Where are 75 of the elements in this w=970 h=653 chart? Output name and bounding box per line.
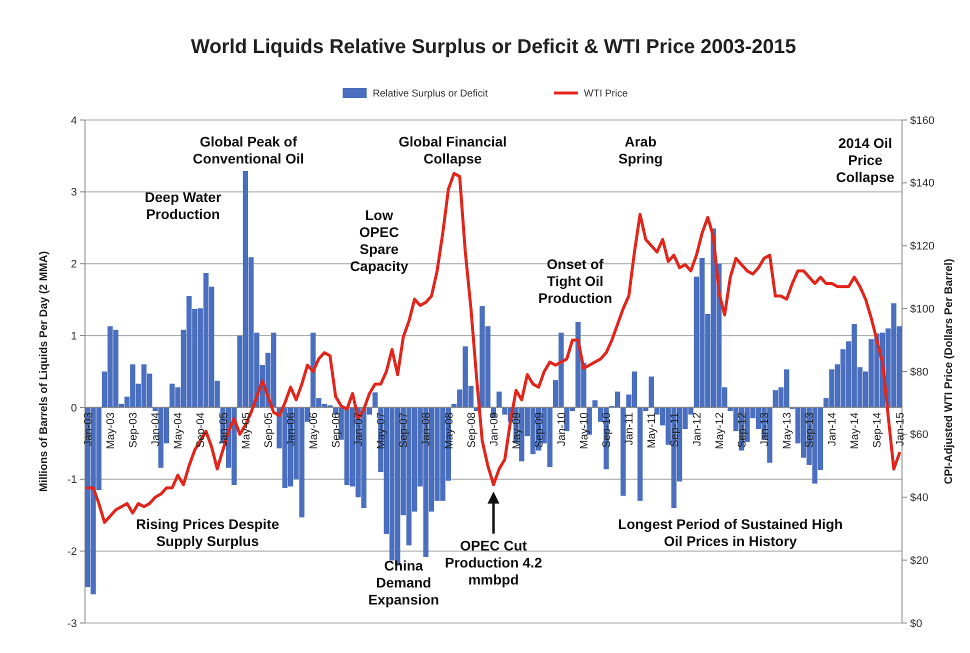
- y2-tick-label: $160: [910, 114, 934, 127]
- annotation: Arab Spring: [618, 134, 663, 167]
- y-axis-title: Millions of Barrels of Liquids Per Day (2 MMA): [38, 250, 50, 492]
- y-tick-label: 1: [70, 330, 77, 342]
- x-tick-label: Jan-08: [420, 412, 433, 446]
- y-tick-label: -2: [67, 546, 77, 558]
- annotation: Deep Water Production: [144, 188, 222, 222]
- y-tick-label: 3: [70, 186, 77, 199]
- x-tick-label: Jan-05: [218, 412, 230, 446]
- annotation: Rising Prices Despite Supply Surplus: [136, 516, 280, 549]
- y-tick-label: 4: [70, 114, 77, 127]
- x-tick-label: Sep-07: [398, 412, 410, 448]
- x-tick-label: Jan-06: [285, 412, 298, 446]
- chart-title: World Liquids Relative Surplus or Deficit & WTI Price 2003-2015: [190, 36, 796, 58]
- y2-tick-label: $120: [910, 240, 934, 253]
- annotation: Low OPEC Spare Capacity: [350, 207, 409, 274]
- x-tick-label: Sep-09: [533, 412, 546, 448]
- annotation: Onset of Tight Oil Production: [538, 256, 612, 306]
- x-tick-label: Jan-07: [353, 412, 366, 446]
- y2-tick-label: $0: [910, 618, 922, 630]
- x-tick-label: May-11: [646, 412, 658, 448]
- x-tick-label: Jan-04: [150, 412, 162, 446]
- y2-tick-label: $20: [910, 554, 928, 567]
- y2-tick-label: $80: [910, 366, 928, 378]
- bar: [620, 407, 626, 496]
- x-tick-label: Sep-12: [736, 412, 748, 448]
- x-tick-label: May-04: [172, 412, 185, 450]
- annotation: 2014 Oil Price Collapse: [836, 135, 895, 186]
- x-tick-label: Sep-03: [128, 412, 140, 448]
- x-tick-label: May-03: [104, 412, 117, 450]
- y-tick-label: -1: [67, 474, 77, 486]
- x-tick-label: Jan-15: [894, 412, 906, 446]
- legend-label: WTI Price: [584, 88, 628, 100]
- bar: [372, 392, 378, 408]
- annotation: Global Financial Collapse: [398, 134, 507, 167]
- annotation: China Demand Expansion: [368, 558, 440, 608]
- x-tick-label: Sep-05: [262, 412, 275, 448]
- y-tick-label: 2: [70, 258, 77, 271]
- x-tick-label: Jan-14: [826, 412, 839, 446]
- x-tick-label: Sep-08: [466, 412, 478, 448]
- y2-tick-label: $100: [910, 303, 934, 316]
- x-tick-label: May-09: [510, 412, 523, 450]
- x-tick-label: Sep-10: [601, 412, 614, 448]
- x-tick-label: May-06: [308, 412, 320, 450]
- annotation: Global Peak of Conventional Oil: [192, 134, 304, 167]
- x-tick-label: Sep-04: [195, 412, 208, 448]
- y-tick-label: -3: [67, 618, 77, 630]
- x-tick-label: May-05: [240, 412, 252, 450]
- x-tick-label: May-08: [443, 412, 456, 450]
- x-tick-label: Jan-10: [556, 412, 568, 446]
- y2-tick-label: $60: [910, 429, 928, 442]
- y2-tick-label: $40: [910, 492, 928, 504]
- x-tick-label: May-07: [376, 412, 388, 450]
- x-tick-label: Sep-13: [804, 412, 816, 448]
- bar: [592, 400, 598, 408]
- x-tick-label: Sep-14: [872, 412, 884, 448]
- legend-label: Relative Surplus or Deficit: [372, 88, 488, 100]
- bar: [648, 376, 654, 408]
- y2-tick-label: $140: [910, 178, 934, 190]
- x-tick-label: Sep-06: [330, 412, 342, 448]
- x-tick-label: May-13: [782, 412, 794, 450]
- x-tick-label: May-14: [849, 412, 862, 450]
- bar: [496, 392, 502, 408]
- annotation: Longest Period of Sustained High Oil Prices in History: [618, 516, 843, 549]
- x-tick-label: Jan-09: [488, 412, 500, 446]
- x-tick-label: Sep-11: [668, 412, 681, 448]
- annotation: OPEC Cut Production 4.2 mmbpd: [444, 538, 542, 588]
- y2-axis-title: CPI-Adjusted WTI Price (Dollars Per Barrel): [943, 258, 955, 484]
- x-tick-label: May-12: [714, 412, 726, 450]
- x-tick-label: Jan-11: [624, 412, 636, 446]
- y-tick-label: 0: [70, 402, 77, 414]
- x-tick-label: Jan-03: [82, 412, 94, 446]
- x-tick-label: Jan-13: [758, 412, 771, 446]
- x-tick-label: Jan-12: [691, 412, 704, 446]
- x-tick-label: May-10: [578, 412, 591, 450]
